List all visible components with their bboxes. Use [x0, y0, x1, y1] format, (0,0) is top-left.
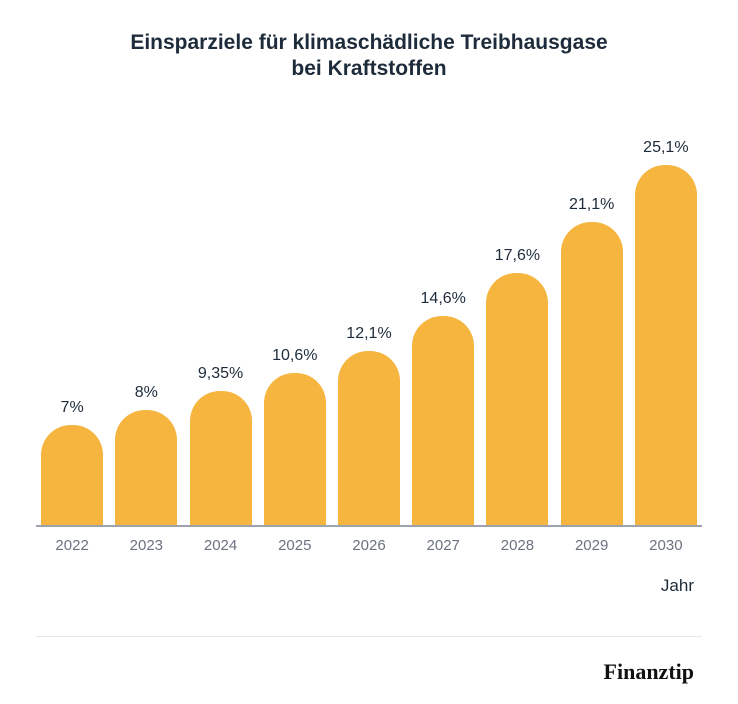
x-tick-label: 2028 — [485, 537, 549, 554]
bar-column: 8% — [114, 117, 178, 525]
bar-value-label: 25,1% — [643, 139, 688, 157]
x-tick-label: 2024 — [188, 537, 252, 554]
bar-column: 25,1% — [634, 117, 698, 525]
bar-value-label: 9,35% — [198, 365, 243, 383]
bar — [412, 316, 474, 525]
bar-value-label: 17,6% — [495, 247, 540, 265]
x-tick-label: 2027 — [411, 537, 475, 554]
bar — [264, 373, 326, 525]
bar — [635, 165, 697, 525]
bar-value-label: 10,6% — [272, 347, 317, 365]
x-tick-label: 2022 — [40, 537, 104, 554]
bar-column: 17,6% — [485, 117, 549, 525]
bar-column: 10,6% — [263, 117, 327, 525]
bar — [561, 222, 623, 525]
x-axis-title: Jahr — [36, 576, 702, 596]
bar — [338, 351, 400, 525]
bar-column: 7% — [40, 117, 104, 525]
bar-value-label: 14,6% — [421, 290, 466, 308]
x-tick-label: 2029 — [560, 537, 624, 554]
bar-value-label: 12,1% — [346, 325, 391, 343]
bar-value-label: 8% — [135, 384, 158, 402]
bar — [115, 410, 177, 525]
bar — [486, 273, 548, 525]
x-axis-labels: 2022 2023 2024 2025 2026 2027 2028 2029 2030 — [36, 527, 702, 554]
x-tick-label: 2030 — [634, 537, 698, 554]
bar-column: 9,35% — [188, 117, 252, 525]
brand-logo-text: Finanztip — [36, 659, 702, 685]
x-tick-label: 2026 — [337, 537, 401, 554]
bar-value-label: 7% — [61, 399, 84, 417]
bar-column: 14,6% — [411, 117, 475, 525]
bars-row: 7% 8% 9,35% 10,6% 12,1% 14,6% 17,6% 21,1% 25,1% — [36, 117, 702, 527]
bar-column: 21,1% — [560, 117, 624, 525]
bar — [190, 391, 252, 525]
chart-title: Einsparziele für klimaschädliche Treibha… — [36, 30, 702, 83]
footer-divider — [36, 636, 702, 637]
x-tick-label: 2023 — [114, 537, 178, 554]
bar — [41, 425, 103, 525]
x-tick-label: 2025 — [263, 537, 327, 554]
chart-container: Einsparziele für klimaschädliche Treibha… — [0, 0, 738, 704]
chart-area: 7%8%9,35%10,6%12,1%14,6%17,6%21,1%25,1% … — [36, 117, 702, 685]
bar-column: 12,1% — [337, 117, 401, 525]
bar-value-label: 21,1% — [569, 196, 614, 214]
